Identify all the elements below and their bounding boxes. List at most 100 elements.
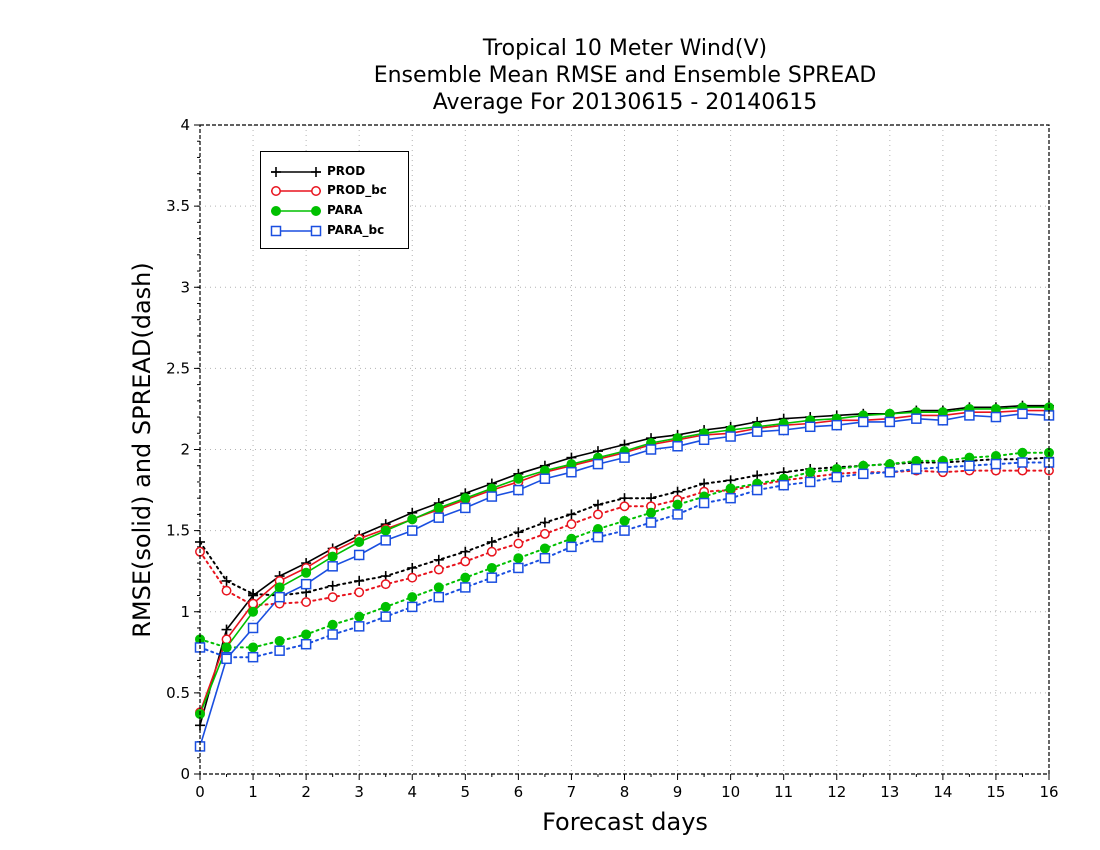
series-para-bc-spread-point — [619, 525, 630, 536]
series-para-spread-point — [301, 629, 312, 640]
x-tick-label: 4 — [407, 783, 417, 801]
series-prod-bc-rmse-point — [221, 634, 232, 645]
x-tick-label: 2 — [301, 783, 311, 801]
chart-title-line-2: Ensemble Mean RMSE and Ensemble SPREAD — [373, 63, 877, 88]
x-tick-label: 10 — [721, 783, 740, 801]
series-prod-spread-point — [221, 575, 232, 586]
x-axis-label: Forecast days — [542, 808, 708, 836]
y-tick-label: 1 — [180, 603, 190, 621]
legend-item-para: PARA — [261, 202, 410, 220]
series-para-bc-rmse-point — [937, 415, 949, 426]
series-para-spread-point — [805, 467, 816, 478]
series-para-spread-point — [619, 515, 630, 526]
series-prod-rmse-point — [221, 624, 232, 635]
series-para-bc-rmse-point — [513, 484, 524, 496]
series-prod-bc-spread-point — [380, 579, 391, 590]
series-para-bc-rmse-point — [460, 502, 471, 514]
series-prod-bc-spread-point — [593, 509, 603, 520]
series-para-rmse-point — [221, 642, 232, 653]
series-para-bc-rmse-point — [990, 411, 1002, 423]
legend-item-para-bc: PARA_bc — [261, 222, 410, 240]
series-para-bc-spread-point — [698, 497, 710, 509]
series-para-bc-spread-point — [513, 562, 524, 574]
y-tick-label: 0 — [180, 765, 190, 783]
plot-frame — [199, 124, 1050, 775]
series-para-bc-rmse-point — [698, 434, 710, 446]
x-tick-label: 11 — [774, 783, 793, 801]
series-para-bc-rmse-point — [221, 653, 232, 665]
series-para-bc-spread-point — [884, 466, 896, 478]
y-tick-label: 3.5 — [166, 197, 190, 215]
series-para-spread-point — [1017, 447, 1028, 458]
x-tick-label: 6 — [514, 783, 524, 801]
series-prod-spread-point — [407, 562, 418, 573]
series-para-bc-spread-point — [433, 591, 445, 603]
series-para-bc-rmse-point — [486, 491, 498, 502]
series-para-bc-spread-point — [778, 479, 789, 491]
series-prod-bc-spread-point — [486, 546, 497, 557]
series-prod-spread-point — [513, 527, 524, 538]
series-para-bc-spread-point — [645, 517, 657, 528]
series-prod-bc-spread-point — [566, 519, 577, 530]
series-prod-spread-point — [460, 546, 471, 557]
legend-marker-right-prod — [311, 167, 321, 177]
series-para-spread-point — [672, 499, 683, 510]
series-para-bc-spread-point — [274, 645, 285, 656]
series-para-rmse-point — [301, 567, 312, 578]
series-para-bc-spread-point — [672, 509, 683, 520]
series-para-spread-point — [486, 562, 497, 573]
x-tick-label: 0 — [195, 783, 205, 801]
series-prod-bc-spread-point — [539, 528, 550, 539]
series-prod-bc-spread-point — [221, 585, 232, 596]
series-para-spread-point — [725, 483, 736, 494]
chart-title-line-1: Tropical 10 Meter Wind(V) — [482, 36, 768, 61]
series-para-spread-point — [248, 642, 259, 653]
series-para-bc-rmse-point — [539, 473, 551, 484]
series-para-bc-rmse-point — [911, 413, 922, 424]
y-tick-label: 4 — [180, 116, 190, 134]
series-para-bc-rmse-point — [858, 416, 869, 428]
chart-title-line-3: Average For 20130615 - 20140615 — [432, 90, 818, 115]
series-para-bc-spread-point — [911, 463, 922, 475]
legend-label-para-bc: PARA_bc — [327, 223, 385, 237]
series-para-bc-spread-point — [327, 629, 338, 640]
series-para-bc-rmse-point — [247, 622, 259, 634]
series-prod-bc-spread-point — [513, 538, 524, 549]
series-para-spread-point — [513, 553, 524, 564]
series-para-spread-point — [327, 619, 338, 630]
x-tick-label: 12 — [827, 783, 846, 801]
x-tick-label: 1 — [248, 783, 258, 801]
series-para-bc-spread-point — [990, 458, 1002, 470]
series-prod-spread-point — [433, 554, 444, 565]
legend-marker-right-para-bc — [310, 225, 322, 237]
legend-swatch-para-bc — [270, 225, 322, 237]
legend-marker-left-para — [271, 206, 281, 216]
legend-swatch-prod — [271, 167, 321, 177]
x-tick-label: 16 — [1039, 783, 1058, 801]
series-para-rmse-point — [354, 536, 365, 547]
series-para-bc-rmse-point — [778, 424, 789, 436]
legend-label-prod: PROD — [327, 164, 366, 178]
series-prod-bc-spread-point — [327, 592, 338, 603]
series-para-bc-spread-point — [1017, 457, 1028, 468]
series-para-bc-rmse-point — [672, 441, 683, 452]
series-para-rmse-point — [274, 582, 285, 593]
x-tick-label: 9 — [673, 783, 683, 801]
series-para-rmse-point — [433, 502, 444, 513]
series-prod-bc-spread-point — [433, 564, 444, 575]
series-para-bc-rmse-point — [380, 535, 391, 546]
series-para-bc-spread-point — [831, 471, 842, 483]
series-para-bc-spread-point — [592, 531, 604, 543]
y-tick-label: 3 — [180, 278, 190, 296]
series-para-rmse-point — [327, 551, 338, 562]
series-para-spread-point — [407, 592, 418, 603]
x-tick-label: 13 — [880, 783, 899, 801]
series-para-bc-spread-point — [725, 492, 736, 504]
x-tick-label: 8 — [620, 783, 630, 801]
series-para-rmse-point — [460, 493, 471, 504]
x-tick-label: 14 — [933, 783, 952, 801]
series-para-bc-rmse-point — [619, 452, 630, 463]
series-prod-bc-spread-point — [354, 587, 365, 598]
series-prod-spread-point — [354, 575, 365, 586]
